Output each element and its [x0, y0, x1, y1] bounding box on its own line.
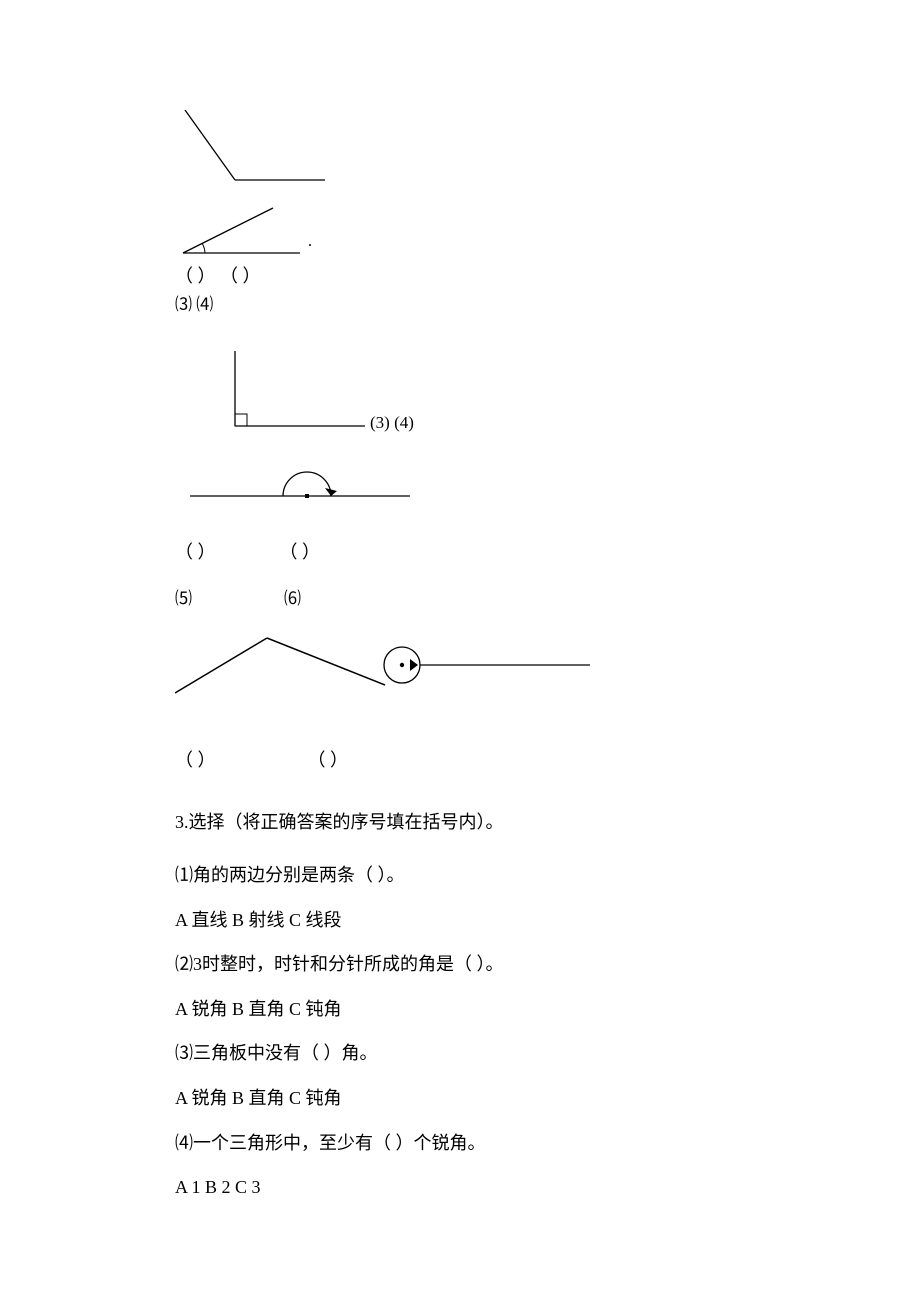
blank-pair-1-2: （ ） （ ）	[175, 262, 735, 288]
q4-text: ⑷一个三角形中，至少有（ ）个锐角。	[175, 1128, 735, 1159]
angle-figure-3-wrap: (3) (4)	[175, 351, 475, 431]
blank-6: （ ）	[308, 750, 349, 770]
q3-options: A 锐角 B 直角 C 钝角	[175, 1083, 735, 1114]
angle-figure-5	[175, 633, 390, 698]
blank-3: （ ）	[175, 542, 216, 562]
q1-options: A 直线 B 射线 C 线段	[175, 905, 735, 936]
angle-figure-3	[205, 351, 380, 431]
angle-figure-1	[175, 110, 345, 185]
blank-pair-3-4: （ ） （ ）	[175, 538, 735, 564]
worksheet-page: （ ） （ ） ⑶ ⑷ (3) (4) （ ）（ ） ⑸⑹	[0, 0, 735, 1203]
label-5: ⑸	[175, 589, 192, 608]
q2-options: A 锐角 B 直角 C 钝角	[175, 994, 735, 1025]
label-5-6: ⑸⑹	[175, 584, 735, 609]
q1-text: ⑴角的两边分别是两条（ ）。	[175, 860, 735, 891]
angle-figure-2	[175, 203, 325, 258]
angle-figure-4	[185, 451, 420, 506]
blank-4: （ ）	[280, 542, 321, 562]
q3-text: ⑶三角板中没有（ ）角。	[175, 1038, 735, 1069]
q2-text: ⑵3时整时，时针和分针所成的角是（ ）。	[175, 949, 735, 980]
fig3-side-label: (3) (4)	[370, 413, 414, 433]
label-6: ⑹	[284, 589, 301, 608]
q4-options: A 1 B 2 C 3	[175, 1172, 735, 1203]
figures-5-6-row	[175, 633, 735, 698]
blank-5: （ ）	[175, 750, 216, 770]
section-3-heading: 3.选择（将正确答案的序号填在括号内）。	[175, 808, 735, 834]
label-3-4: ⑶ ⑷	[175, 290, 735, 315]
angle-figure-6	[380, 643, 595, 688]
blank-pair-5-6: （ ） （ ）	[175, 746, 735, 772]
